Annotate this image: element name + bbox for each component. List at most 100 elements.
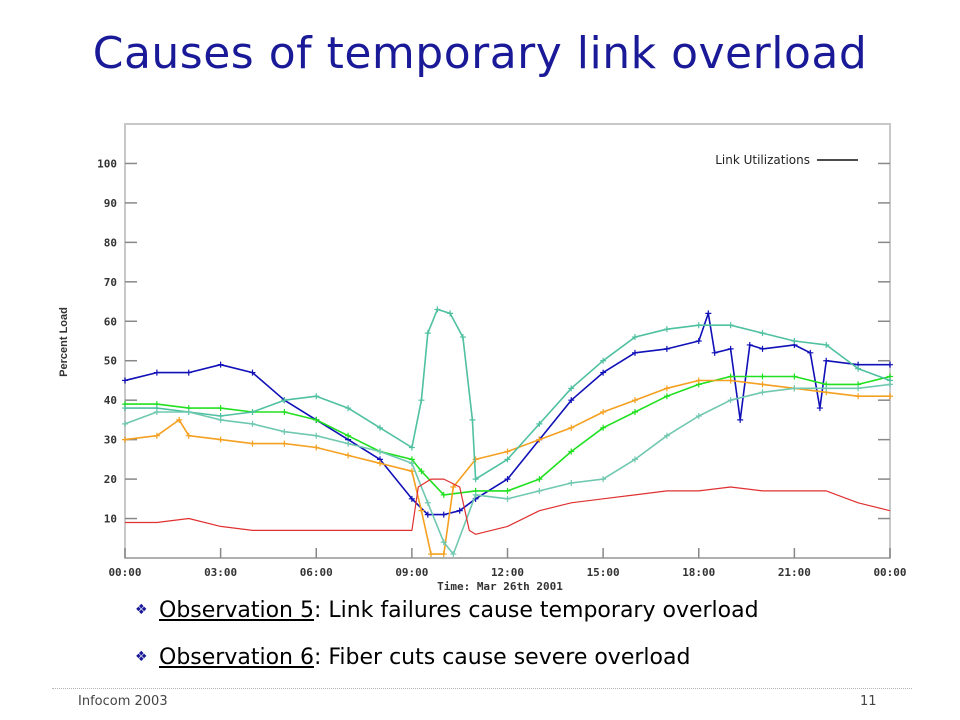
x-tick-label: 09:00 [395, 566, 428, 579]
data-point-marker [695, 377, 702, 384]
data-point-marker [217, 361, 224, 368]
y-tick-label: 90 [104, 197, 117, 210]
data-point-marker [759, 345, 766, 352]
data-point-marker [663, 385, 670, 392]
y-tick-label: 30 [104, 434, 117, 447]
data-point-marker [185, 369, 192, 376]
bullet-diamond-icon: ❖ [135, 602, 148, 618]
data-point-marker [217, 405, 224, 412]
data-point-marker [727, 377, 734, 384]
data-point-marker [440, 491, 447, 498]
data-point-marker [791, 338, 798, 344]
data-point-marker [447, 310, 454, 317]
y-tick-group: 10 20 30 40 50 60 70 80 90 100 [97, 157, 890, 526]
data-point-marker [855, 385, 862, 392]
y-tick-label: 20 [104, 473, 117, 486]
bullet-text: : Fiber cuts cause severe overload [313, 645, 691, 670]
data-point-marker [737, 416, 744, 423]
data-point-marker [313, 432, 320, 439]
data-point-marker [249, 369, 256, 376]
data-point-marker [807, 349, 814, 356]
data-point-marker [727, 397, 734, 404]
data-point-marker [456, 507, 463, 514]
data-point-marker [281, 397, 288, 404]
data-point-marker [377, 424, 383, 431]
data-point-marker [791, 385, 798, 392]
data-point-marker [408, 444, 415, 451]
slide-title: Causes of temporary link overload [92, 28, 868, 79]
data-point-marker [600, 357, 607, 364]
data-point-marker [759, 330, 766, 337]
x-tick-label: 00:00 [873, 566, 906, 579]
data-point-marker [632, 334, 638, 341]
y-tick-label: 50 [104, 355, 117, 368]
bullet-term: Observation 5 [159, 598, 314, 623]
data-point-marker [504, 495, 511, 502]
data-point-marker [249, 409, 256, 416]
data-point-marker [153, 432, 160, 439]
y-tick-label: 100 [97, 157, 117, 170]
data-point-marker [887, 393, 893, 400]
data-point-marker [281, 409, 288, 416]
data-point-marker [887, 361, 893, 368]
data-point-marker [727, 345, 734, 352]
data-point-marker [536, 420, 543, 427]
data-point-marker [759, 389, 766, 396]
x-tick-label: 12:00 [491, 566, 524, 579]
data-point-marker [176, 416, 183, 423]
data-point-marker [504, 487, 511, 494]
data-point-marker [313, 416, 320, 423]
data-point-marker [185, 432, 192, 439]
data-point-marker [217, 416, 224, 423]
data-point-marker [855, 365, 862, 372]
footer-conference: Infocom 2003 [78, 694, 168, 709]
x-tick-label: 03:00 [204, 566, 237, 579]
data-point-marker [249, 440, 256, 447]
bullet-text: : Link failures cause temporary overload [313, 598, 759, 623]
data-point-marker [440, 539, 447, 546]
y-tick-label: 40 [104, 394, 117, 407]
x-tick-label: 15:00 [587, 566, 620, 579]
data-point-marker [428, 551, 434, 558]
series-group [122, 306, 893, 558]
data-point-marker [600, 424, 607, 431]
footer-divider [52, 688, 912, 689]
data-point-marker [632, 349, 638, 356]
data-point-marker [313, 444, 320, 451]
data-point-marker [823, 357, 830, 364]
data-point-marker [418, 468, 425, 475]
series-line-3 [124, 379, 890, 555]
y-axis-label: Percent Load [58, 307, 70, 377]
data-point-marker [632, 409, 638, 416]
data-point-marker [759, 381, 766, 388]
data-point-marker [459, 334, 466, 341]
data-point-marker [469, 416, 476, 423]
data-point-marker [122, 420, 128, 427]
bullet-term: Observation 6 [159, 645, 314, 670]
data-point-marker [568, 448, 575, 455]
data-point-marker [746, 341, 753, 348]
x-tick-label: 21:00 [778, 566, 811, 579]
data-point-marker [424, 511, 431, 518]
data-point-marker [568, 397, 575, 404]
data-point-marker [345, 440, 352, 447]
data-point-marker [418, 397, 425, 404]
series-line-6 [125, 478, 891, 535]
data-point-marker [816, 405, 823, 412]
data-point-marker [185, 409, 192, 416]
data-point-marker [823, 341, 830, 348]
data-point-marker [345, 452, 352, 459]
data-point-marker [727, 322, 734, 329]
data-point-marker [705, 310, 712, 317]
x-axis-label: Time: Mar 26th 2001 [437, 580, 563, 593]
x-tick-group: 00:00 03:00 06:00 09:00 12:00 15:00 18:00 21:00… [108, 548, 907, 579]
data-point-marker [695, 322, 702, 329]
data-point-marker [450, 551, 457, 558]
data-point-marker [568, 385, 575, 392]
data-point-marker [122, 436, 128, 443]
data-point-marker [663, 345, 670, 352]
data-point-marker [345, 405, 352, 412]
data-point-marker [440, 511, 447, 518]
data-point-marker [434, 306, 441, 313]
